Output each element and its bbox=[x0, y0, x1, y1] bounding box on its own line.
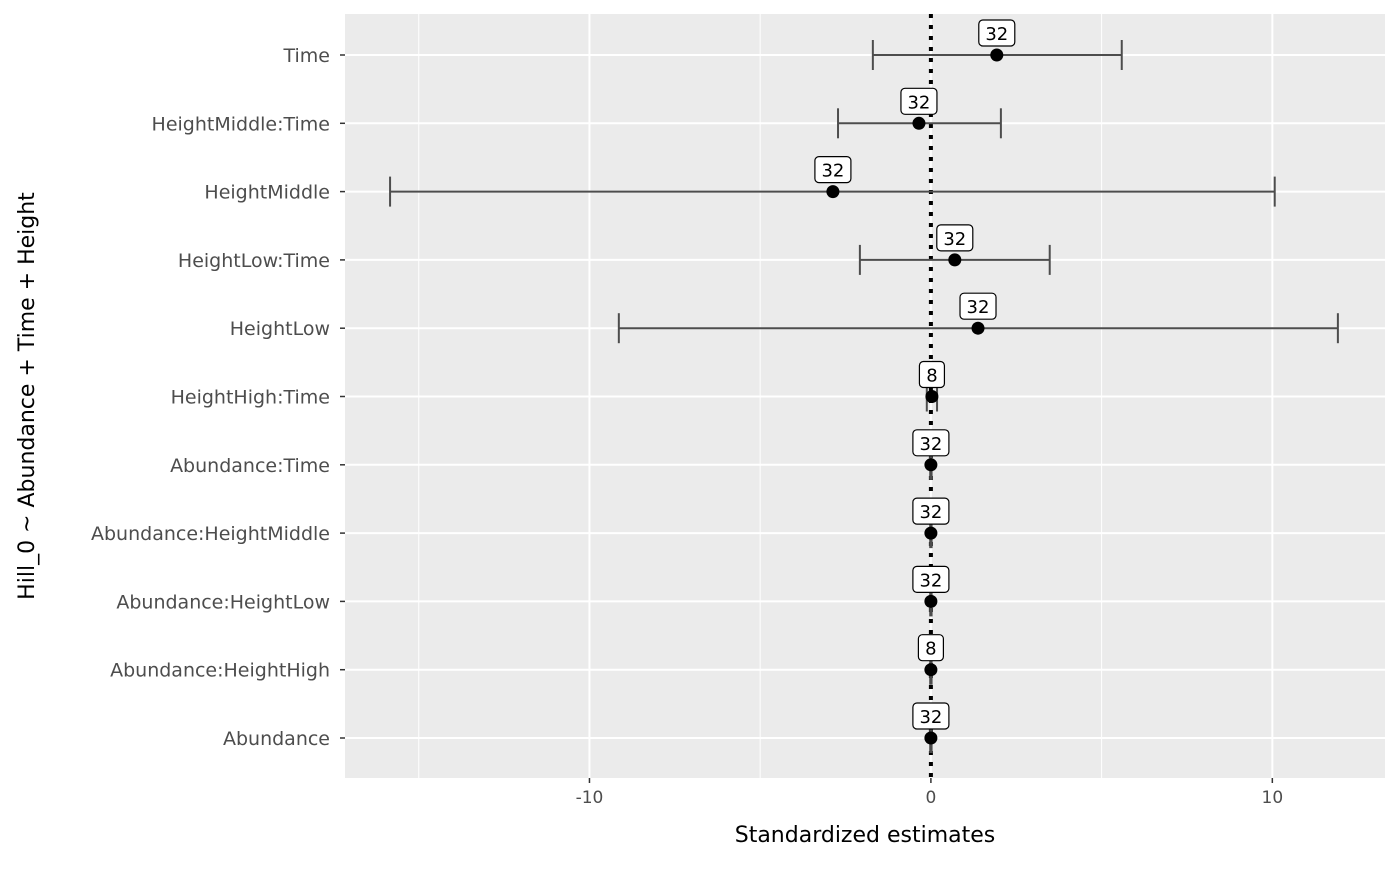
n-label: 32 bbox=[919, 707, 942, 728]
n-label: 32 bbox=[907, 92, 930, 113]
n-label-box bbox=[959, 292, 997, 320]
y-tick-label: Abundance bbox=[223, 728, 330, 750]
term-heighthigh-time: 8 bbox=[918, 360, 946, 412]
y-tick-label: HeightLow:Time bbox=[178, 250, 330, 272]
term-abundance-heighthigh: 8 bbox=[917, 634, 944, 685]
estimate-point bbox=[948, 253, 962, 267]
estimate-point bbox=[990, 48, 1004, 62]
n-label-box bbox=[912, 565, 950, 594]
y-tick-label: Abundance:Time bbox=[170, 455, 330, 477]
x-tick-label: 0 bbox=[925, 788, 936, 808]
term-heightlow-time: 32 bbox=[858, 224, 1051, 275]
y-tick-label: HeightHigh:Time bbox=[171, 387, 330, 409]
estimate-point bbox=[924, 663, 938, 677]
estimate-point bbox=[826, 185, 840, 199]
n-label: 32 bbox=[821, 161, 844, 182]
term-abundance-heightmiddle: 32 bbox=[912, 497, 950, 549]
n-label-box bbox=[912, 497, 950, 525]
estimate-point bbox=[971, 321, 985, 335]
n-label-box bbox=[936, 224, 974, 252]
x-tick-label: 10 bbox=[1262, 788, 1284, 808]
x-axis-title: Standardized estimates bbox=[735, 823, 996, 848]
term-time: 32 bbox=[871, 19, 1123, 70]
y-tick-label: HeightMiddle:Time bbox=[152, 113, 330, 135]
term-heightmiddle: 32 bbox=[389, 156, 1276, 207]
y-tick-label: Abundance:HeightMiddle bbox=[91, 523, 330, 545]
n-label: 32 bbox=[943, 229, 966, 250]
n-label-box bbox=[814, 156, 852, 184]
n-label-box bbox=[978, 19, 1016, 47]
term-abundance-heightlow: 32 bbox=[912, 565, 950, 617]
y-tick-label: HeightLow bbox=[230, 318, 330, 340]
estimate-point bbox=[912, 116, 926, 130]
n-label-box bbox=[912, 702, 950, 730]
estimate-point bbox=[924, 526, 938, 540]
y-tick-label: Time bbox=[283, 45, 331, 67]
y-tick-label: Abundance:HeightHigh bbox=[110, 660, 330, 682]
term-heightmiddle-time: 32 bbox=[837, 87, 1002, 139]
term-abundance: 32 bbox=[912, 702, 950, 753]
estimate-point bbox=[924, 458, 938, 472]
n-label-box bbox=[912, 429, 950, 457]
n-label: 8 bbox=[926, 366, 937, 387]
x-tick-label: -10 bbox=[576, 788, 604, 808]
n-label: 32 bbox=[919, 570, 942, 591]
estimate-point bbox=[925, 390, 939, 403]
estimate-point bbox=[924, 594, 938, 608]
estimate-point bbox=[924, 731, 938, 745]
n-label-box bbox=[917, 634, 944, 662]
y-tick-label: HeightMiddle bbox=[204, 182, 330, 204]
term-abundance-time: 32 bbox=[912, 429, 950, 480]
y-axis-title: Hill_0 ~ Abundance + Time + Height bbox=[15, 192, 40, 600]
n-label-box bbox=[900, 87, 938, 115]
n-label: 8 bbox=[925, 639, 936, 660]
n-label: 32 bbox=[919, 502, 942, 523]
n-label: 32 bbox=[985, 24, 1008, 45]
term-heightlow: 32 bbox=[617, 292, 1339, 344]
n-label: 32 bbox=[919, 434, 942, 455]
n-label: 32 bbox=[967, 297, 990, 318]
n-label-box bbox=[918, 360, 946, 389]
y-tick-label: Abundance:HeightLow bbox=[116, 591, 330, 613]
